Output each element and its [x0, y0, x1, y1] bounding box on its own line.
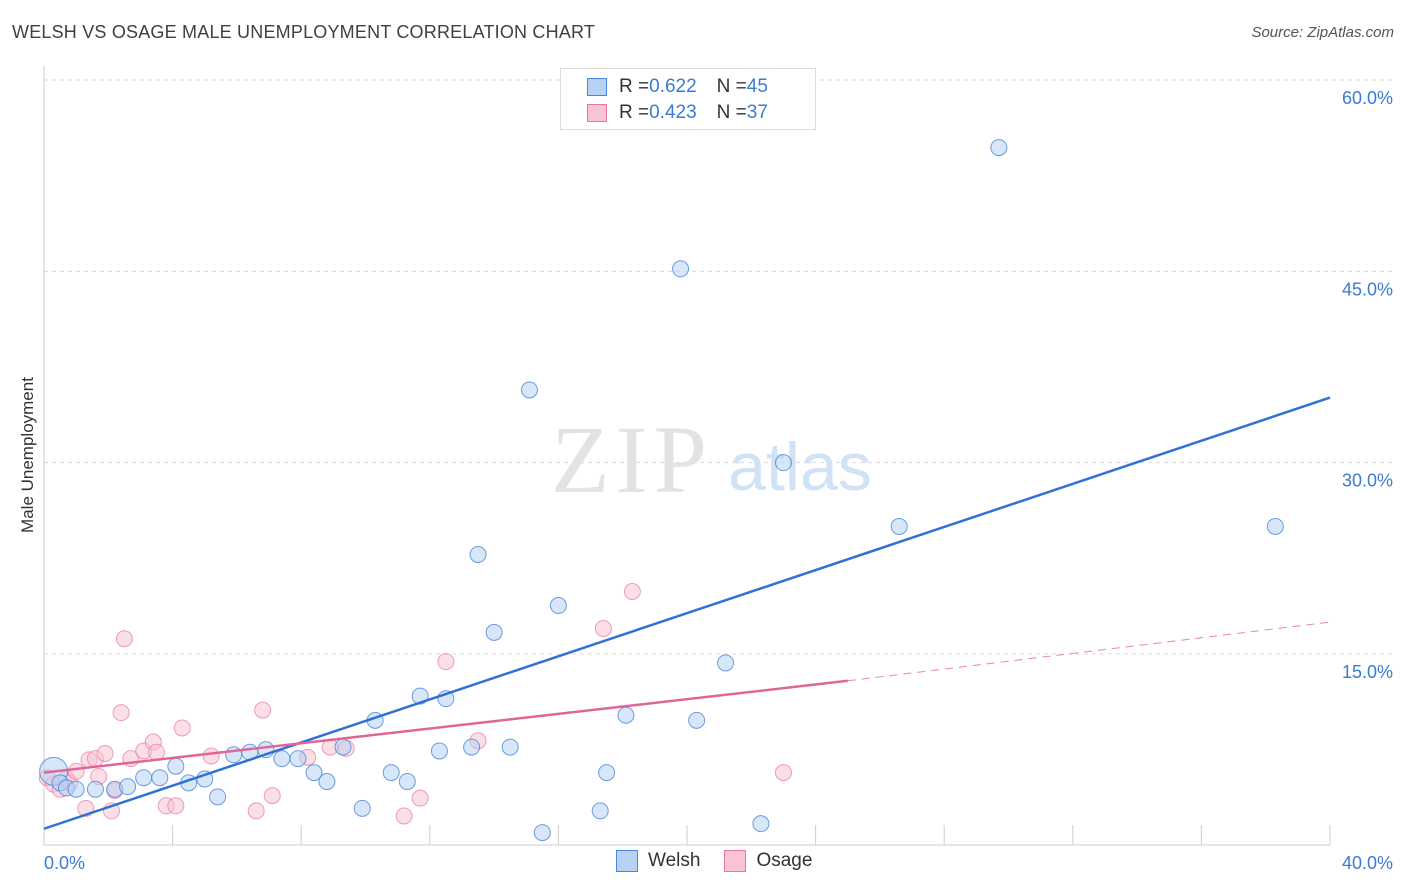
- welsh-point-33: [533, 824, 551, 842]
- x-tick-label-max: 40.0%: [1342, 853, 1393, 873]
- welsh-point-9: [167, 757, 185, 775]
- y-tick-label-0: 15.0%: [1342, 662, 1393, 682]
- y-tick-label-2: 45.0%: [1342, 279, 1393, 299]
- welsh-legend-label: Welsh: [648, 850, 701, 871]
- welsh-point-41: [752, 815, 770, 833]
- welsh-point-19: [318, 773, 336, 791]
- osage-point-31: [437, 653, 455, 671]
- grid-lines: [44, 79, 1392, 655]
- osage-point-29: [395, 807, 413, 825]
- osage-trend-line: [43, 679, 848, 774]
- welsh-point-38: [672, 260, 690, 278]
- welsh-point-42: [774, 454, 792, 472]
- welsh-point-40: [717, 654, 735, 672]
- osage-point-30: [411, 789, 429, 807]
- welsh-point-39: [688, 711, 706, 729]
- welsh-point-7: [135, 769, 153, 787]
- welsh-point-8: [151, 769, 169, 787]
- welsh-point-29: [469, 546, 487, 564]
- osage-point-24: [254, 701, 272, 719]
- osage-point-20: [167, 797, 185, 815]
- source-credit: Source: ZipAtlas.com: [1251, 24, 1394, 41]
- series-legend: Welsh Osage: [616, 850, 836, 872]
- watermark-atlas: atlas: [728, 429, 872, 505]
- welsh-point-12: [209, 788, 227, 806]
- osage-point-22: [202, 747, 220, 765]
- osage-n-label: N =: [716, 102, 747, 123]
- y-tick-label-3: 60.0%: [1342, 88, 1393, 108]
- welsh-point-17: [289, 750, 307, 768]
- welsh-swatch: [587, 78, 607, 96]
- welsh-point-36: [598, 764, 616, 782]
- osage-point-10: [96, 744, 114, 762]
- x-tick-label-min: 0.0%: [44, 853, 85, 873]
- osage-r-label: R =: [619, 102, 650, 123]
- welsh-point-27: [430, 742, 448, 760]
- correlation-legend: R = 0.622 N = 45 R = 0.423 N = 37: [560, 68, 816, 130]
- welsh-point-31: [501, 738, 519, 756]
- axes: [43, 66, 1331, 846]
- welsh-point-34: [549, 597, 567, 615]
- welsh-legend-swatch: [616, 850, 638, 872]
- welsh-point-20: [334, 738, 352, 756]
- welsh-point-23: [382, 764, 400, 782]
- welsh-n-label: N =: [716, 76, 747, 97]
- welsh-point-28: [463, 738, 481, 756]
- osage-point-13: [112, 704, 130, 722]
- welsh-point-16: [273, 750, 291, 768]
- osage-point-33: [594, 619, 612, 637]
- osage-point-21: [173, 719, 191, 737]
- welsh-point-21: [353, 799, 371, 817]
- y-tick-label-1: 30.0%: [1342, 471, 1393, 491]
- welsh-point-37: [617, 706, 635, 724]
- osage-swatch: [587, 104, 607, 122]
- welsh-point-45: [1266, 517, 1284, 535]
- osage-n-value: 37: [746, 102, 768, 123]
- osage-point-14: [115, 630, 133, 648]
- legend-item-osage[interactable]: Osage: [724, 850, 812, 872]
- osage-point-18: [148, 743, 166, 761]
- osage-point-23: [247, 802, 265, 820]
- osage-point-34: [623, 582, 641, 600]
- osage-point-5: [67, 762, 85, 780]
- welsh-point-18: [305, 764, 323, 782]
- welsh-point-4: [86, 780, 104, 798]
- osage-point-35: [774, 764, 792, 782]
- welsh-trend-line: [43, 396, 1331, 830]
- watermark-zip: ZIP: [551, 406, 713, 513]
- welsh-point-30: [485, 623, 503, 641]
- osage-legend-swatch: [724, 850, 747, 872]
- welsh-point-35: [591, 802, 609, 820]
- osage-trend-extension: [847, 621, 1331, 682]
- osage-r-value: 0.423: [649, 102, 697, 123]
- welsh-point-3: [67, 780, 85, 798]
- welsh-point-6: [119, 778, 137, 796]
- chart-title: WELSH VS OSAGE MALE UNEMPLOYMENT CORRELA…: [12, 22, 596, 42]
- legend-row-welsh: R = 0.622 N = 45: [587, 74, 768, 100]
- welsh-point-43: [890, 517, 908, 535]
- tick-labels: 15.0% 30.0% 45.0% 60.0% 0.0% 40.0%: [44, 88, 1393, 873]
- welsh-point-32: [520, 381, 538, 399]
- watermark: ZIP atlas: [551, 406, 872, 513]
- legend-row-osage: R = 0.423 N = 37: [587, 100, 768, 126]
- welsh-n-value: 45: [746, 76, 768, 97]
- osage-point-25: [263, 787, 281, 805]
- welsh-r-value: 0.622: [649, 76, 697, 97]
- welsh-point-44: [990, 139, 1008, 157]
- trend-lines: [43, 396, 1331, 830]
- osage-legend-label: Osage: [756, 850, 813, 871]
- welsh-r-label: R =: [619, 76, 650, 97]
- welsh-point-24: [398, 773, 416, 791]
- legend-item-welsh[interactable]: Welsh: [616, 850, 700, 872]
